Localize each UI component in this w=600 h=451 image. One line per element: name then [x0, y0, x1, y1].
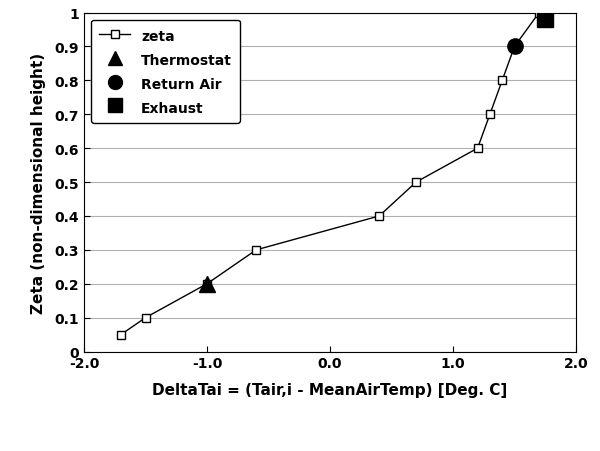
zeta — [474, 146, 481, 152]
zeta — [203, 281, 211, 287]
zeta — [499, 78, 506, 84]
Y-axis label: Zeta (non-dimensional height): Zeta (non-dimensional height) — [31, 52, 46, 313]
zeta — [511, 45, 518, 50]
Legend: zeta, Thermostat, Return Air, Exhaust: zeta, Thermostat, Return Air, Exhaust — [91, 20, 240, 124]
zeta — [376, 214, 383, 219]
zeta — [118, 332, 125, 337]
zeta — [142, 315, 149, 321]
zeta — [413, 180, 420, 185]
zeta — [486, 112, 493, 118]
X-axis label: DeltaTai = (Tair,i - MeanAirTemp) [Deg. C]: DeltaTai = (Tair,i - MeanAirTemp) [Deg. … — [152, 382, 508, 396]
zeta — [536, 11, 543, 16]
zeta — [253, 248, 260, 253]
Line: zeta: zeta — [117, 9, 543, 339]
